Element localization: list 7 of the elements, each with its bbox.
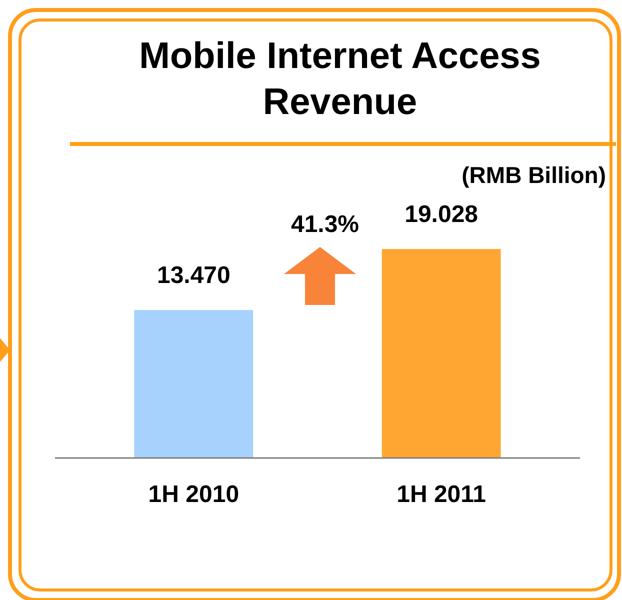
x-tick-label: 1H 2010 (148, 481, 240, 508)
data-label: 13.470 (156, 262, 230, 290)
x-tick-label: 1H 2011 (396, 481, 486, 508)
data-label: 19.028 (404, 201, 478, 228)
text: 41.3% (290, 211, 360, 238)
chart-title: Mobile Internet Access Revenue (139, 35, 541, 122)
chart-subtitle: (RMB Billion) (462, 162, 606, 188)
